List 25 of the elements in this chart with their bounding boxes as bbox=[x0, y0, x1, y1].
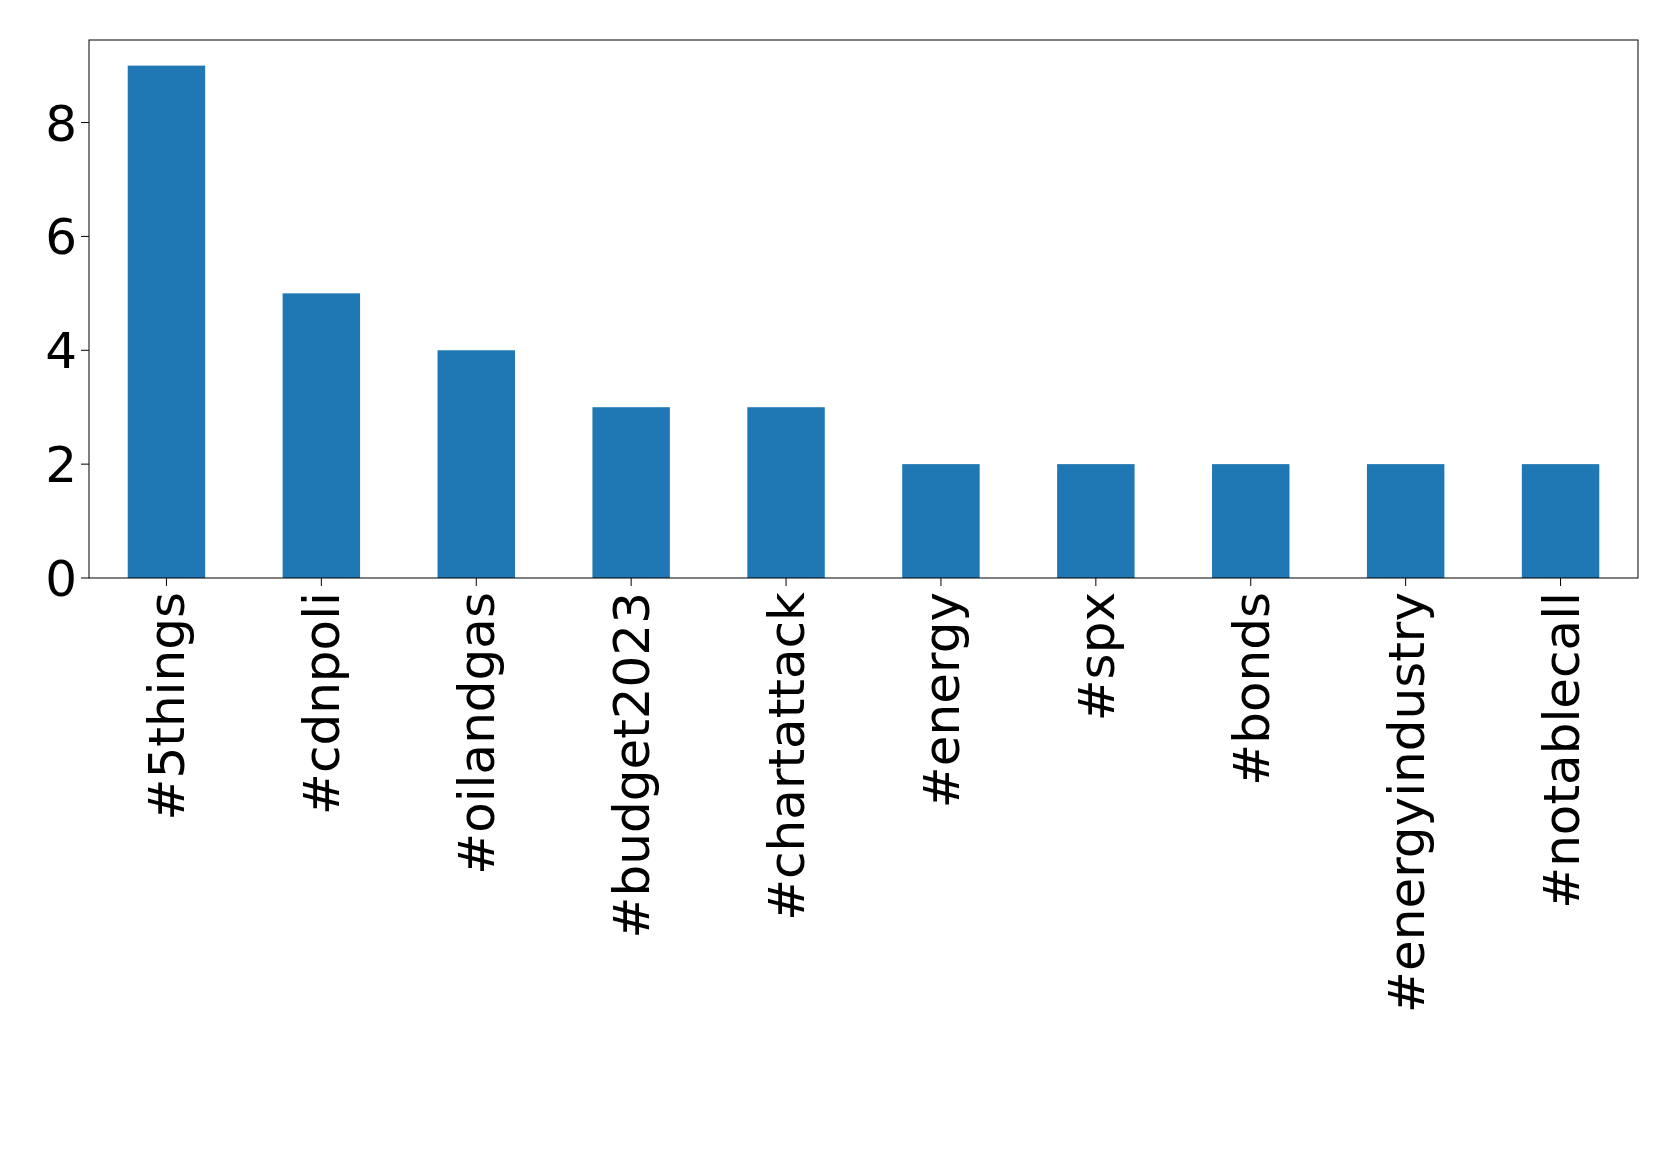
x-tick-label: #bonds bbox=[1222, 592, 1281, 786]
y-tick-label: 0 bbox=[45, 550, 77, 608]
x-tick-label: #oilandgas bbox=[448, 592, 507, 875]
x-tick-label: #spx bbox=[1067, 592, 1126, 722]
bar bbox=[592, 407, 670, 578]
x-tick-label: #budget2023 bbox=[603, 592, 662, 939]
bar bbox=[437, 350, 515, 578]
bar bbox=[747, 407, 825, 578]
x-tick-label: #energyindustry bbox=[1377, 592, 1436, 1013]
bar bbox=[1057, 464, 1135, 578]
y-tick-label: 4 bbox=[45, 322, 77, 381]
bar bbox=[127, 65, 206, 578]
bar bbox=[282, 293, 361, 578]
x-tick-label: #cdnpoli bbox=[293, 592, 352, 815]
bar bbox=[1366, 464, 1445, 578]
y-tick-label: 6 bbox=[45, 208, 77, 267]
bar bbox=[1212, 464, 1290, 578]
x-tick-label: #notablecall bbox=[1532, 592, 1591, 909]
x-tick-label: #energy bbox=[912, 592, 971, 809]
x-tick-label: #5things bbox=[138, 592, 197, 821]
x-tick-label: #chartattack bbox=[758, 591, 817, 921]
y-tick-label: 8 bbox=[45, 94, 77, 153]
y-tick-label: 2 bbox=[45, 436, 77, 495]
bar bbox=[1521, 464, 1600, 578]
bar bbox=[902, 464, 980, 578]
